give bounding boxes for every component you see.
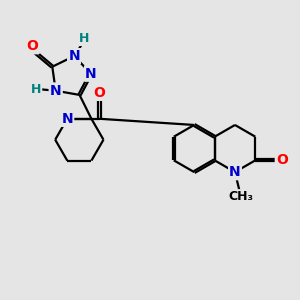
Text: CH₃: CH₃ — [228, 190, 254, 203]
Text: H: H — [31, 83, 41, 96]
Text: N: N — [68, 49, 80, 63]
Text: N: N — [61, 112, 73, 126]
Text: O: O — [94, 86, 106, 100]
Text: O: O — [27, 39, 38, 53]
Text: O: O — [276, 153, 288, 167]
Text: N: N — [50, 84, 62, 98]
Text: N: N — [85, 67, 97, 80]
Text: N: N — [85, 67, 97, 80]
Text: H: H — [79, 32, 89, 45]
Text: H: H — [31, 83, 41, 96]
Text: N: N — [229, 165, 241, 179]
Text: O: O — [27, 39, 38, 53]
Text: H: H — [79, 32, 89, 45]
Text: N: N — [68, 49, 80, 63]
Text: N: N — [61, 112, 73, 126]
Text: N: N — [229, 165, 241, 179]
Text: O: O — [94, 86, 106, 100]
Text: N: N — [50, 84, 62, 98]
Text: O: O — [276, 153, 288, 167]
